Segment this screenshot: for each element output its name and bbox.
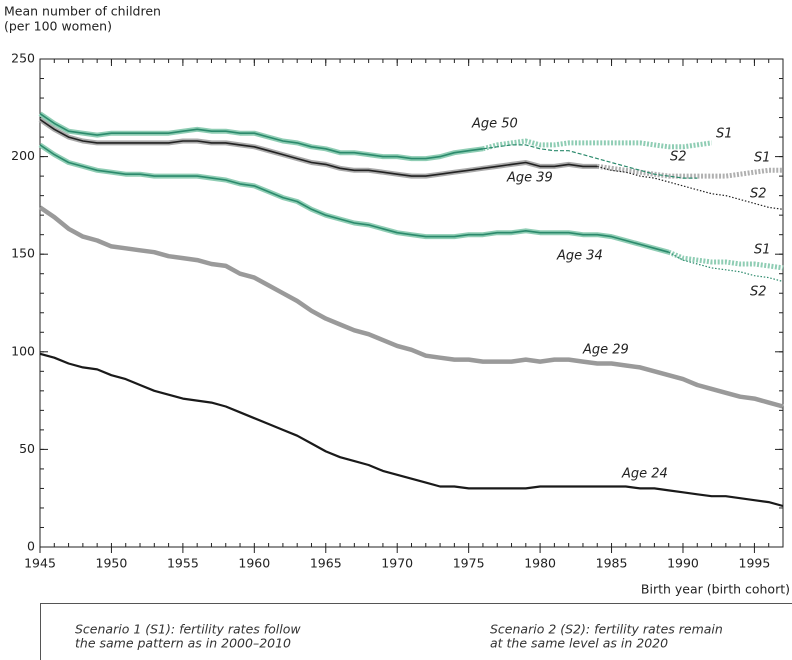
series-line [39, 118, 598, 177]
x-tick-label: 1985 [596, 556, 628, 571]
x-tick-label: 1995 [739, 556, 771, 571]
projection-label: S2 [670, 150, 687, 165]
series-line [39, 113, 484, 160]
x-tick-label: 1970 [381, 556, 413, 571]
series-line [39, 352, 784, 508]
x-tick-label: 1980 [524, 556, 556, 571]
projection-label: S1 [754, 243, 771, 258]
note-text: Scenario 1 (S1): fertility rates follow [75, 622, 301, 637]
series-label: Age 50 [471, 117, 518, 132]
x-tick-label: 1955 [167, 556, 199, 571]
series-label: Age 29 [582, 343, 629, 358]
projection-line [482, 144, 698, 179]
series-label: Age 34 [556, 249, 603, 264]
y-tick-label: 150 [11, 246, 35, 261]
note-text: at the same level as in 2020 [490, 636, 668, 651]
series-line [38, 205, 784, 409]
projection-label: S2 [750, 187, 767, 202]
x-tick-label: 1950 [96, 556, 128, 571]
y-tick-label: 50 [19, 441, 35, 456]
x-tick-label: 1945 [24, 556, 56, 571]
projection-label: S1 [716, 127, 733, 142]
line-shade [38, 111, 484, 162]
projection-line [668, 251, 784, 283]
x-tick-label: 1990 [667, 556, 699, 571]
series-line [39, 144, 669, 253]
projection-label: S2 [750, 285, 767, 300]
note-text: Scenario 2 (S2): fertility rates remain [490, 622, 723, 637]
y-axis-title: (per 100 women) [4, 19, 112, 34]
note-text: the same pattern as in 2000–2010 [75, 636, 291, 651]
series-label: Age 39 [506, 171, 553, 186]
y-tick-label: 250 [11, 51, 35, 66]
projection-line [667, 249, 784, 271]
x-axis-title: Birth year (birth cohort) [641, 582, 790, 597]
y-tick-label: 0 [27, 539, 35, 554]
series-label: Age 24 [621, 467, 668, 482]
y-axis-title: Mean number of children [4, 4, 161, 19]
projection-label: S1 [754, 151, 771, 166]
x-tick-label: 1965 [310, 556, 342, 571]
y-tick-label: 200 [11, 148, 35, 163]
x-tick-label: 1960 [238, 556, 270, 571]
x-tick-label: 1975 [453, 556, 485, 571]
projection-line [482, 138, 712, 152]
projection-line [597, 165, 784, 210]
line-shade [38, 142, 670, 255]
y-tick-label: 100 [11, 343, 35, 358]
notes-box [40, 603, 792, 660]
projection-line [596, 163, 783, 179]
